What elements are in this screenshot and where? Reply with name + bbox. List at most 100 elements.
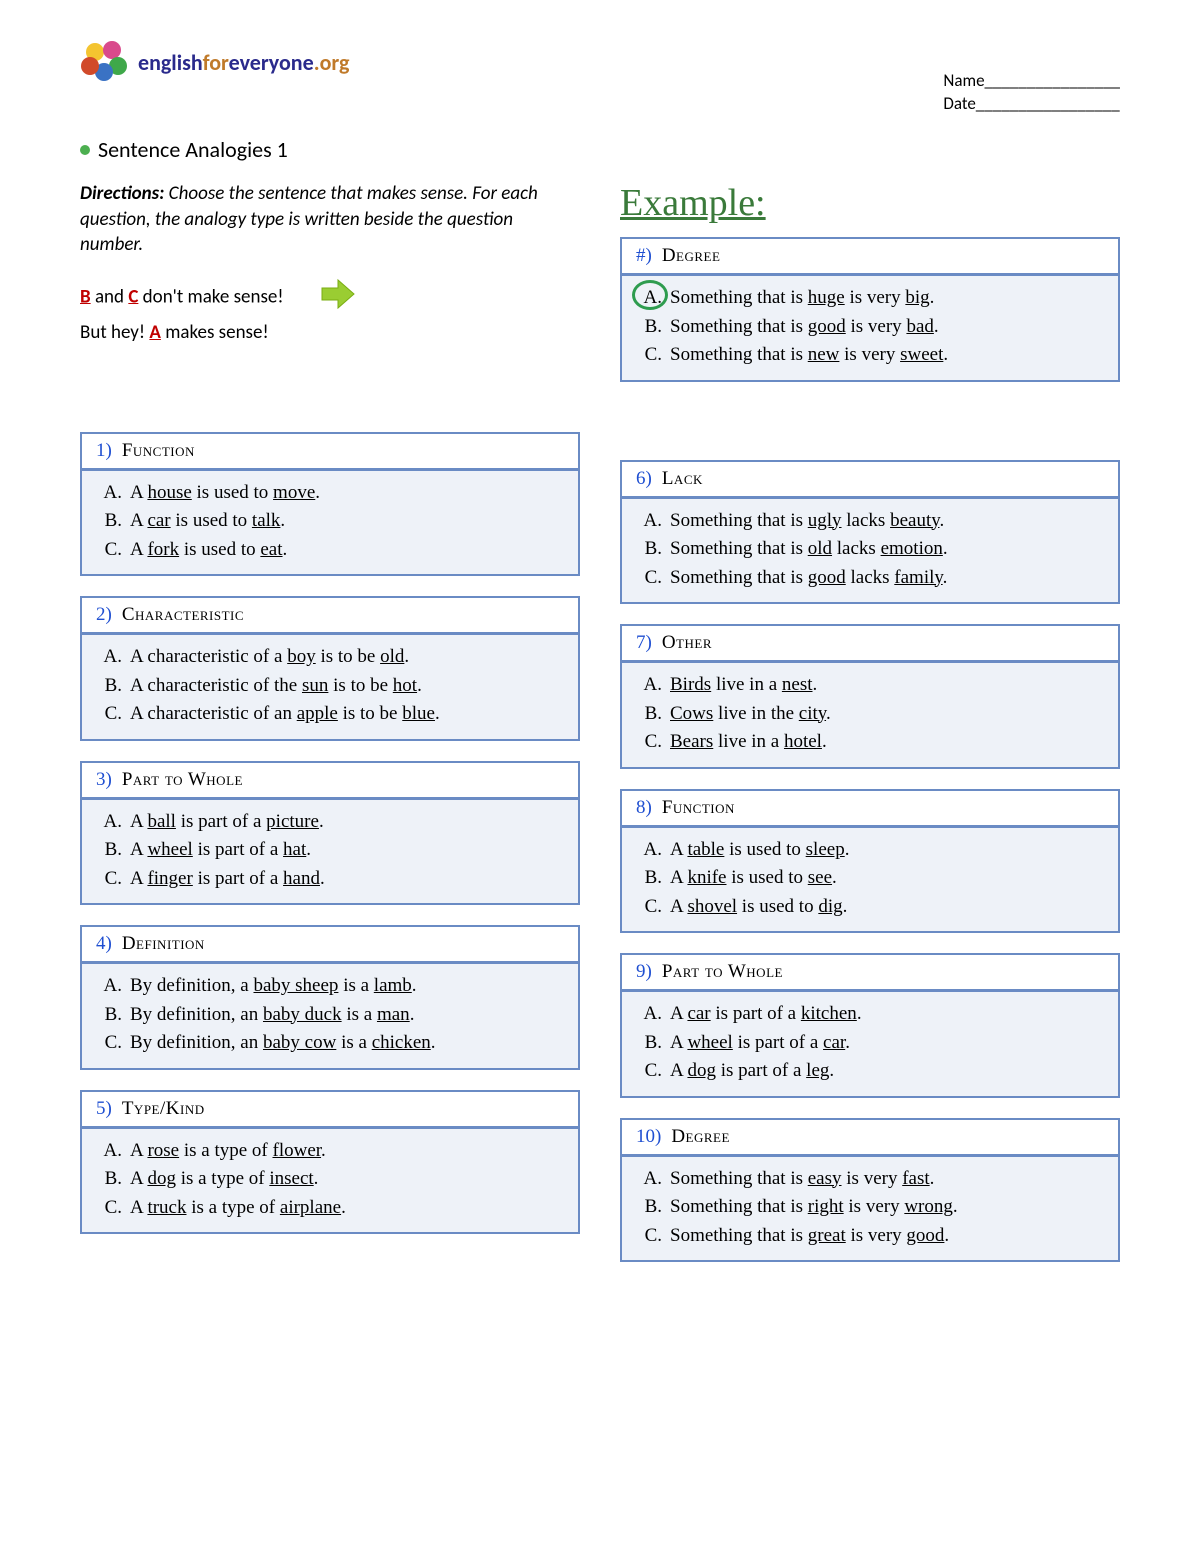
logo-area: englishforeveryone.org [80,40,349,85]
question-header: 7) Other [622,626,1118,663]
question-body: A.A house is used to move.B. A car is use… [82,471,578,575]
date-field: Date_________________ [943,93,1120,114]
question-type: Lack [662,468,703,490]
option-row: B. A characteristic of the sun is to be h… [96,672,564,701]
option-row: B.Something that is right is very wrong. [636,1193,1104,1222]
option-text: A characteristic of an apple is to be bl… [130,700,564,729]
question-box: 8)FunctionA.A table is used to sleep.B.A… [620,789,1120,934]
option-row: B. A car is used to talk. [96,507,564,536]
option-text: A dog is a type of insect. [130,1165,564,1194]
option-text: Something that is good is very bad. [670,313,1104,342]
option-row: B.By definition, an baby duck is a man. [96,1001,564,1030]
option-row: A.A car is part of a kitchen. [636,1000,1104,1029]
option-letter: C. [105,539,122,560]
page-title: Sentence Analogies 1 [98,136,288,163]
example-label: Example: [620,181,1120,225]
question-box: 2) Characteristic A.A characteristic of a … [80,596,580,741]
option-row: B.Something that is good is very bad. [636,313,1104,342]
name-field: Name________________ [943,70,1120,91]
option-row: A.A table is used to sleep. [636,836,1104,865]
question-type: Part to Whole [122,769,243,791]
option-row: A. A rose is a type of flower. [96,1137,564,1166]
option-text: A knife is used to see. [670,864,1104,893]
right-column: 6)LackA.Something that is ugly lacks bea… [620,460,1120,1283]
option-letter: A. [644,510,662,531]
option-text: A rose is a type of flower. [130,1137,564,1166]
option-text: By definition, an baby cow is a chicken. [130,1029,564,1058]
question-type: Characteristic [122,604,244,626]
example-type: Degree [662,245,721,267]
example-box: #) Degree A.Something that is huge is ve… [620,237,1120,382]
option-letter: C. [105,1197,122,1218]
question-num: 6) [636,468,652,490]
question-num: 2) [96,604,112,626]
option-row: C.Something that is good lacks family. [636,564,1104,593]
question-type: Function [122,440,195,462]
question-body: A.Something that is easy is very fast.B.… [622,1157,1118,1261]
question-num: 10) [636,1126,661,1148]
option-letter: A. [104,1140,122,1161]
option-text: A characteristic of a boy is to be old. [130,643,564,672]
logo-part-2: everyone [229,49,314,76]
question-box: 10)DegreeA.Something that is easy is ver… [620,1118,1120,1263]
question-header: 8)Function [622,791,1118,828]
question-num: 8) [636,797,652,819]
option-letter: B. [645,703,662,724]
option-row: C.Something that is new is very sweet. [636,341,1104,370]
option-letter: B. [105,839,122,860]
option-letter: A. [104,811,122,832]
option-row: B. A dog is a type of insect. [96,1165,564,1194]
option-text: Something that is great is very good. [670,1222,1104,1251]
option-text: Something that is ugly lacks beauty. [670,507,1104,536]
directions-column: Directions: Choose the sentence that mak… [80,181,580,402]
logo-part-3: .org [314,49,350,76]
question-body: A.Birds live in a nest.B.Cows live in th… [622,663,1118,767]
question-header: 1)Function [82,434,578,471]
option-letter: C. [105,1032,122,1053]
option-letter: B. [645,538,662,559]
option-letter: C. [105,868,122,889]
option-row: B.A wheel is part of a car. [636,1029,1104,1058]
red-a: A [149,321,161,344]
option-row: A.Something that is easy is very fast. [636,1165,1104,1194]
option-letter: B. [105,1168,122,1189]
option-text: A wheel is part of a hat. [130,836,564,865]
header: englishforeveryone.org Name_____________… [80,40,1120,116]
arrow-icon [318,276,358,320]
option-row: A.Something that is huge is very big. [636,284,1104,313]
option-text: Bears live in a hotel. [670,728,1104,757]
option-letter: C. [645,1225,662,1246]
question-num: 7) [636,632,652,654]
question-type: Other [662,632,712,654]
option-letter: C. [105,703,122,724]
question-type: Type/Kind [122,1098,205,1120]
option-row: C. A characteristic of an apple is to be … [96,700,564,729]
option-row: A.A house is used to move. [96,479,564,508]
option-letter: A. [104,482,122,503]
sense-text: B and C don't make sense! But hey! A mak… [80,276,580,345]
question-box: 5)Type/KindA.A rose is a type of flower.… [80,1090,580,1235]
option-text: A shovel is used to dig. [670,893,1104,922]
option-row: C. Something that is great is very good. [636,1222,1104,1251]
question-body: A.A ball is part of a picture.B.A wheel … [82,800,578,904]
question-header: 9)Part to Whole [622,955,1118,992]
option-text: A car is used to talk. [130,507,564,536]
option-letter: A. [644,1003,662,1024]
option-letter: B. [645,1032,662,1053]
option-letter: B. [105,510,122,531]
option-letter: A. [644,674,662,695]
top-section: Directions: Choose the sentence that mak… [80,181,1120,402]
example-header: #) Degree [622,239,1118,276]
logo-part-1: for [203,49,229,76]
option-row: C.A dog is part of a leg. [636,1057,1104,1086]
question-header: 10)Degree [622,1120,1118,1157]
question-body: A.A characteristic of a boy is to be old… [82,635,578,739]
option-text: A characteristic of the sun is to be hot… [130,672,564,701]
option-letter: A. [104,975,122,996]
question-num: 3) [96,769,112,791]
option-letter: B. [105,675,122,696]
logo-part-0: english [138,49,203,76]
question-box: 9)Part to Whole A.A car is part of a kitc… [620,953,1120,1098]
name-date: Name________________ Date_______________… [943,70,1120,116]
option-row: B.Cows live in the city. [636,700,1104,729]
